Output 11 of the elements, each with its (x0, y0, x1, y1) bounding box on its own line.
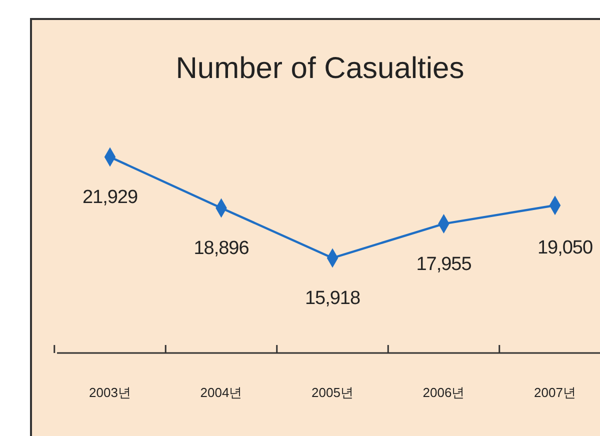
data-label: 18,896 (194, 238, 249, 259)
x-tick-label: 2007년 (534, 385, 576, 400)
x-tick-label: 2004년 (200, 385, 242, 400)
x-tick-label: 2005년 (312, 385, 354, 400)
data-label: 21,929 (82, 187, 138, 208)
data-label: 17,955 (416, 254, 472, 275)
data-label: 15,918 (304, 288, 360, 309)
x-tick-label: 2003년 (89, 385, 131, 400)
data-label: 19,050 (537, 237, 593, 258)
chart-title: Number of Casualties (176, 52, 464, 85)
x-tick-label: 2006년 (422, 385, 465, 400)
